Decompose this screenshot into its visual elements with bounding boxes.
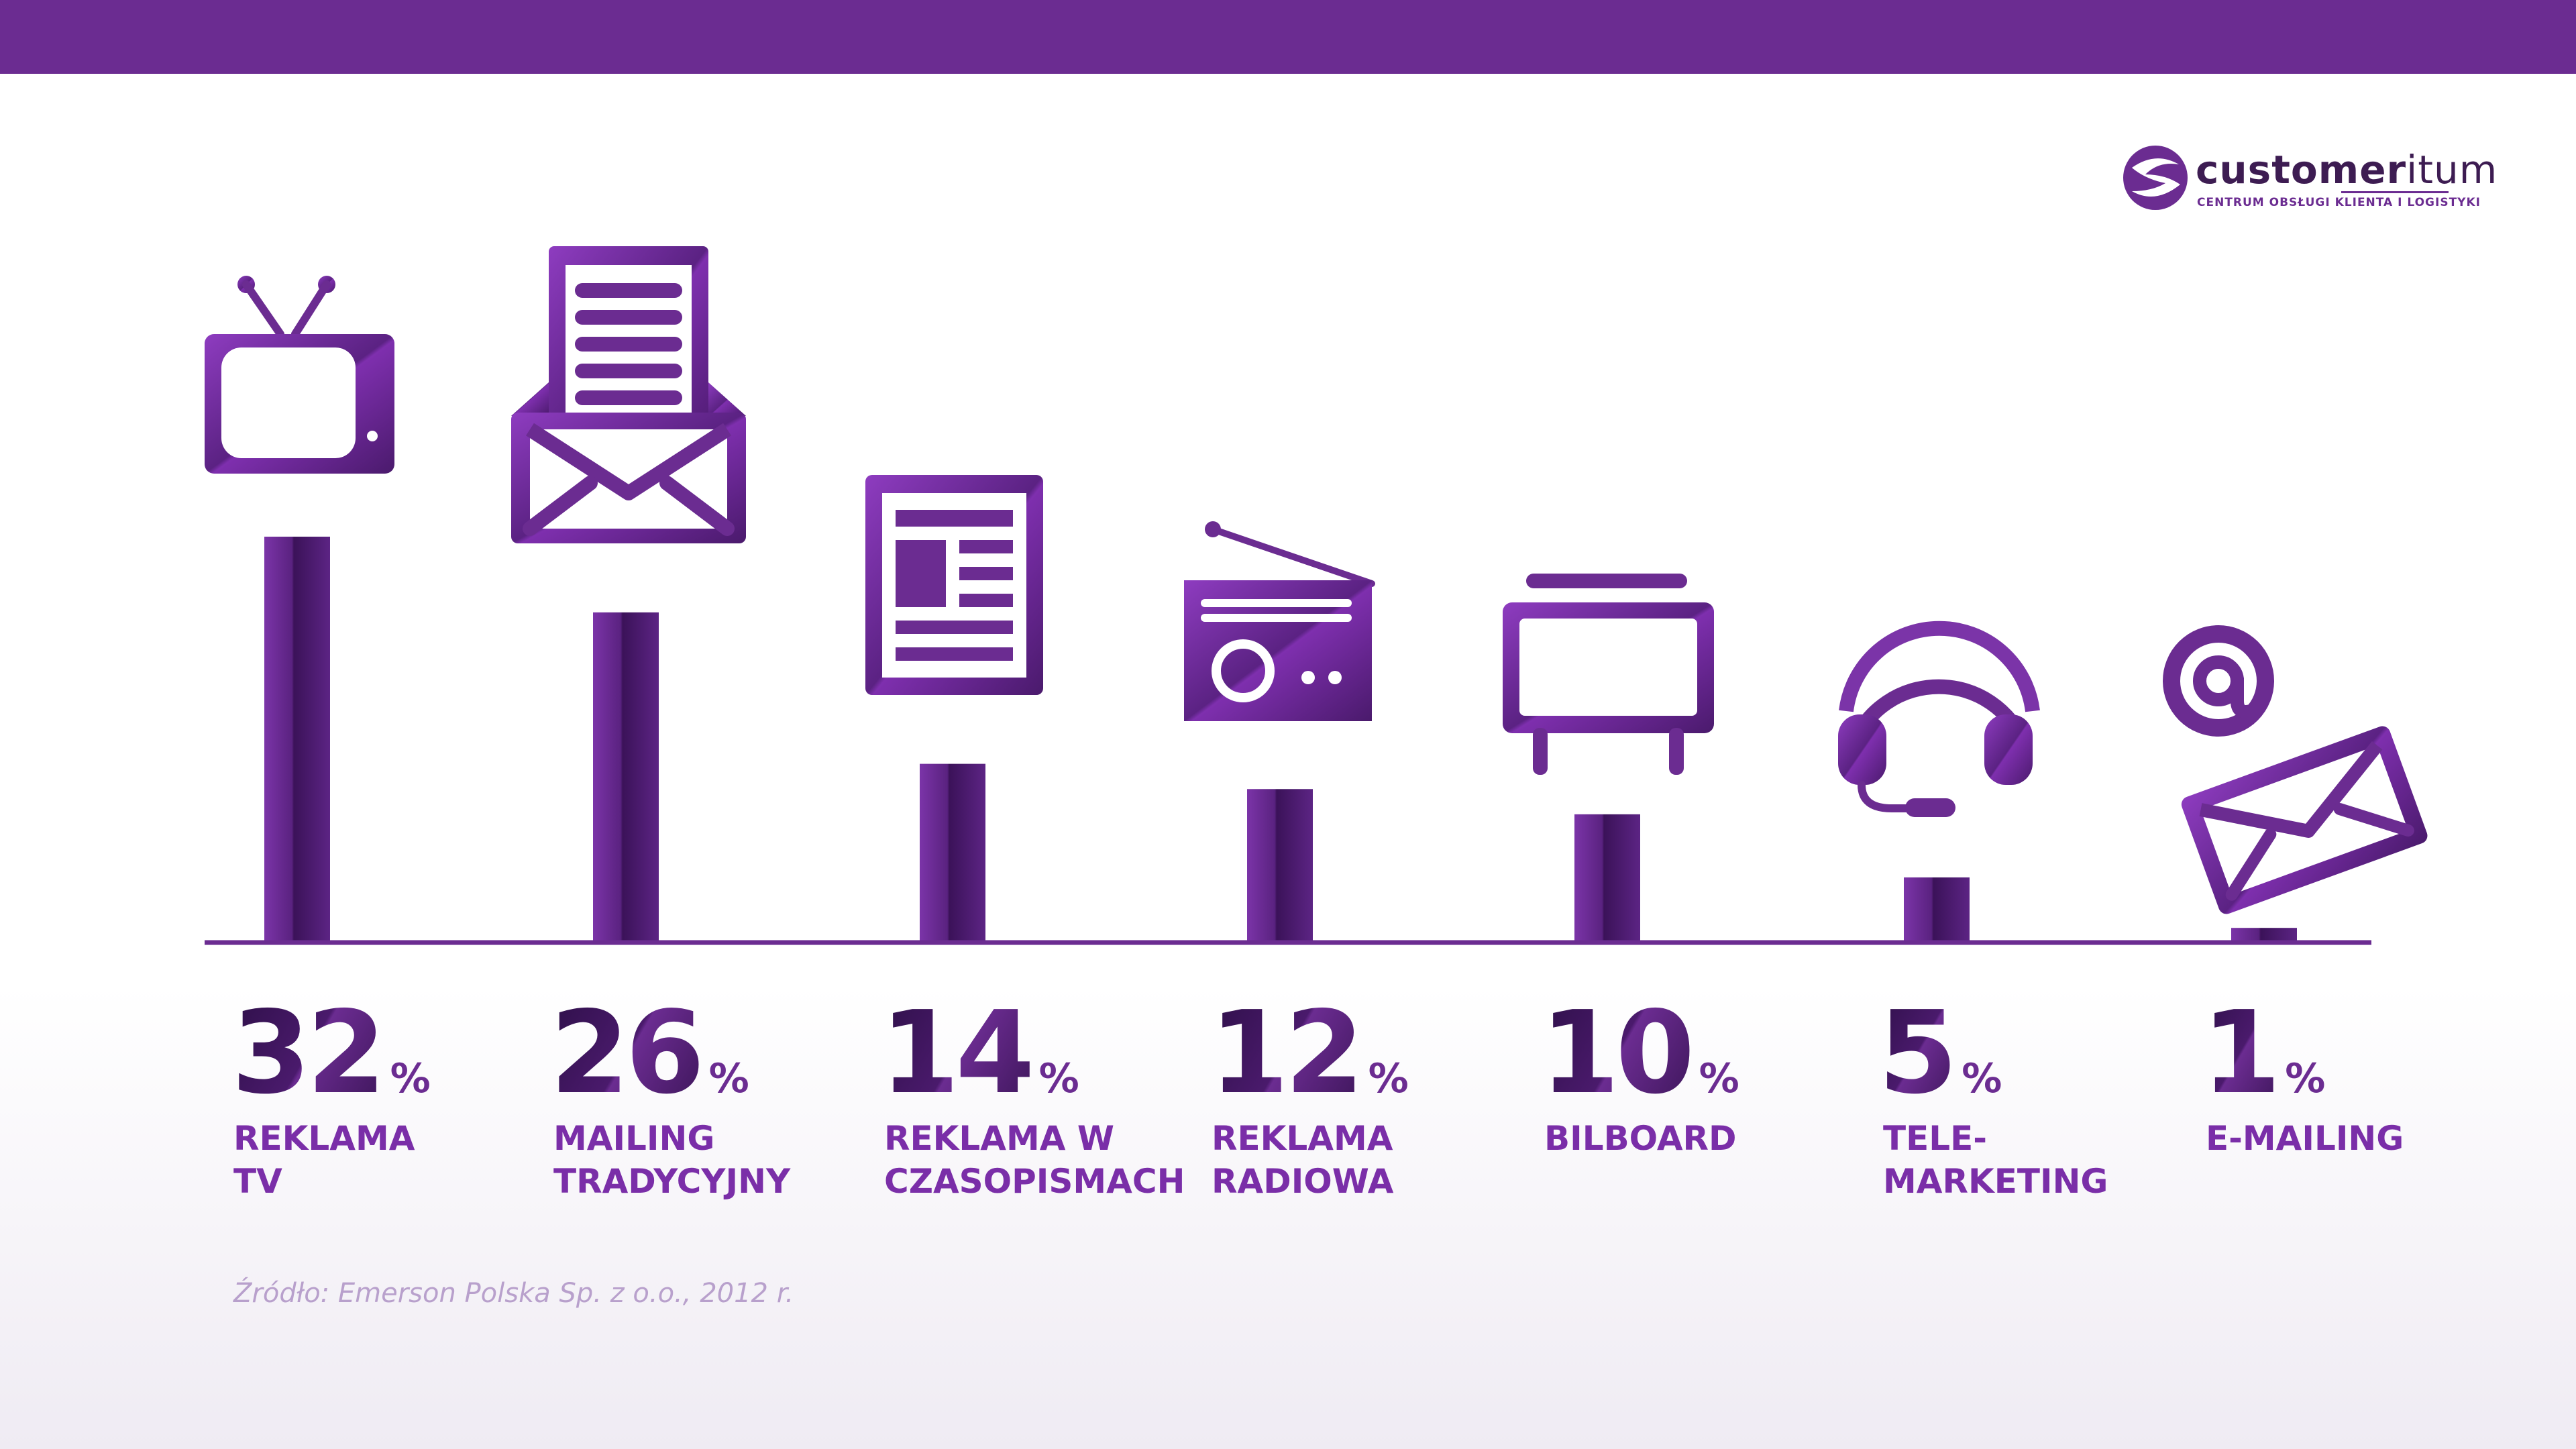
- category-label-2: REKLAMA W CZASOPISMACH: [884, 1119, 1185, 1201]
- bar-5: [1904, 877, 1970, 941]
- value-number: 32: [231, 987, 386, 1120]
- radio-icon: [1184, 521, 1375, 721]
- value-unit: %: [1038, 1055, 1079, 1102]
- logo-underline: [2341, 191, 2449, 193]
- value-label-0: 32%: [231, 996, 431, 1110]
- category-label-4: BILBOARD: [1544, 1119, 1737, 1158]
- value-number: 14: [880, 987, 1035, 1120]
- email-icon: [2163, 625, 2428, 914]
- value-label-6: 1%: [2202, 996, 2325, 1110]
- value-unit: %: [390, 1055, 431, 1102]
- value-number: 1: [2202, 987, 2281, 1120]
- value-unit: %: [1368, 1055, 1409, 1102]
- logo-tagline: CENTRUM OBSŁUGI KLIENTA I LOGISTYKI: [2197, 196, 2481, 209]
- value-unit: %: [2285, 1055, 2326, 1102]
- bar-6: [2231, 928, 2297, 941]
- value-label-3: 12%: [1210, 996, 1409, 1110]
- value-number: 12: [1210, 987, 1364, 1120]
- value-label-4: 10%: [1540, 996, 1739, 1110]
- value-label-2: 14%: [880, 996, 1079, 1110]
- bar-3: [1247, 789, 1313, 941]
- billboard-icon: [1503, 574, 1714, 775]
- category-label-6: E-MAILING: [2206, 1119, 2404, 1158]
- value-label-5: 5%: [1878, 996, 2002, 1110]
- source-note: Źródło: Emerson Polska Sp. z o.o., 2012 …: [233, 1278, 794, 1309]
- letter-envelope-icon: [511, 246, 746, 543]
- headset-icon: [1838, 621, 2040, 817]
- top-bar: [0, 0, 2576, 74]
- value-number: 10: [1540, 987, 1695, 1120]
- value-unit: %: [1699, 1055, 1739, 1102]
- logo-globe-icon: [2123, 146, 2188, 210]
- category-label-3: REKLAMA RADIOWA: [1212, 1119, 1394, 1201]
- bar-4: [1574, 814, 1640, 941]
- tv-icon: [205, 276, 394, 474]
- value-unit: %: [708, 1055, 749, 1102]
- value-number: 26: [550, 987, 705, 1120]
- value-unit: %: [1962, 1055, 2002, 1102]
- value-label-1: 26%: [550, 996, 749, 1110]
- bar-0: [264, 537, 330, 941]
- newspaper-icon: [865, 475, 1043, 695]
- category-label-5: TELE- MARKETING: [1883, 1119, 2108, 1201]
- customeritum-logo: customeritum CENTRUM OBSŁUGI KLIENTA I L…: [2118, 138, 2497, 218]
- value-number: 5: [1878, 987, 1957, 1120]
- bar-2: [920, 763, 985, 941]
- bar-1: [593, 612, 659, 941]
- category-label-1: MAILING TRADYCYJNY: [553, 1119, 791, 1201]
- logo-wordmark: customeritum: [2196, 147, 2498, 193]
- category-label-0: REKLAMA TV: [233, 1119, 415, 1201]
